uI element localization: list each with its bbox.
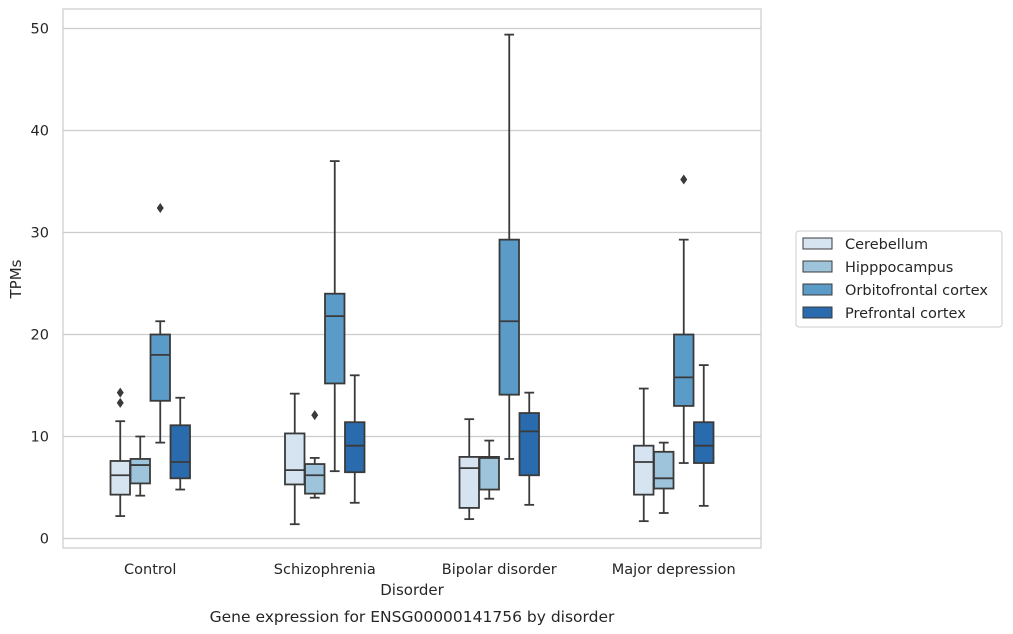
iqr-box [304, 463, 326, 495]
box-orbitofrontal-cortex [673, 174, 695, 464]
y-tick-label: 20 [31, 328, 49, 344]
legend-label: Hipppocampus [845, 260, 953, 276]
outlier-point [156, 203, 164, 214]
box-prefrontal-cortex [169, 396, 191, 491]
iqr-box [129, 458, 151, 485]
x-axis-ticks: Control Schizophrenia Bipolar disorder Majo… [124, 562, 736, 578]
iqr-box [458, 455, 480, 509]
box-cerebellum [633, 387, 655, 523]
box-hipppocampus [129, 435, 151, 497]
legend-swatch [802, 306, 833, 319]
iqr-box [324, 292, 346, 385]
iqr-box [149, 333, 171, 402]
box-orbitofrontal-cortex [498, 33, 520, 460]
y-tick-label: 30 [31, 226, 49, 242]
x-tick-label: Schizophrenia [274, 562, 376, 578]
iqr-box [169, 424, 191, 480]
outlier-point [680, 174, 688, 185]
outlier-point [116, 397, 124, 408]
iqr-box [344, 421, 366, 474]
iqr-box [498, 238, 520, 396]
box-orbitofrontal-cortex [149, 203, 171, 444]
legend-frame [795, 230, 1003, 328]
box-hipppocampus [478, 439, 500, 500]
box-cerebellum [109, 387, 131, 517]
x-axis-title: Disorder [380, 581, 444, 599]
iqr-box [478, 455, 500, 491]
legend-label: Cerebellum [845, 237, 928, 253]
iqr-box [284, 432, 306, 486]
iqr-box [518, 412, 540, 477]
y-tick-label: 40 [31, 124, 49, 140]
chart-title: Gene expression for ENSG00000141756 by d… [210, 608, 615, 626]
plot-frame [62, 8, 762, 549]
outlier-point [116, 387, 124, 398]
y-tick-label: 10 [31, 430, 49, 446]
legend: Cerebellum Hipppocampus Orbitofrontal cort… [795, 230, 1003, 328]
x-tick-label: Bipolar disorder [442, 562, 557, 578]
box-hipppocampus [653, 441, 675, 514]
legend-label: Prefrontal cortex [845, 306, 966, 322]
y-axis-ticks: 0 10 20 30 40 50 [31, 22, 49, 548]
box-orbitofrontal-cortex [324, 160, 346, 473]
legend-swatch [802, 237, 833, 250]
x-tick-label: Control [124, 562, 176, 578]
iqr-box [673, 333, 695, 407]
box-cerebellum [284, 392, 306, 526]
box-hipppocampus [304, 410, 326, 499]
iqr-box [109, 460, 131, 496]
box-prefrontal-cortex [518, 391, 540, 506]
boxes-layer [109, 33, 715, 526]
box-cerebellum [458, 418, 480, 521]
y-tick-label: 0 [40, 532, 49, 548]
legend-swatch [802, 260, 833, 273]
iqr-box [693, 421, 715, 464]
y-axis-title: TPMs [7, 259, 25, 299]
x-tick-label: Major depression [612, 562, 736, 578]
box-prefrontal-cortex [693, 364, 715, 507]
y-tick-label: 50 [31, 22, 49, 38]
legend-swatch [802, 283, 833, 296]
legend-label: Orbitofrontal cortex [845, 283, 988, 299]
outlier-point [311, 410, 319, 421]
box-prefrontal-cortex [344, 374, 366, 504]
iqr-box [633, 444, 655, 496]
iqr-box [653, 450, 675, 490]
